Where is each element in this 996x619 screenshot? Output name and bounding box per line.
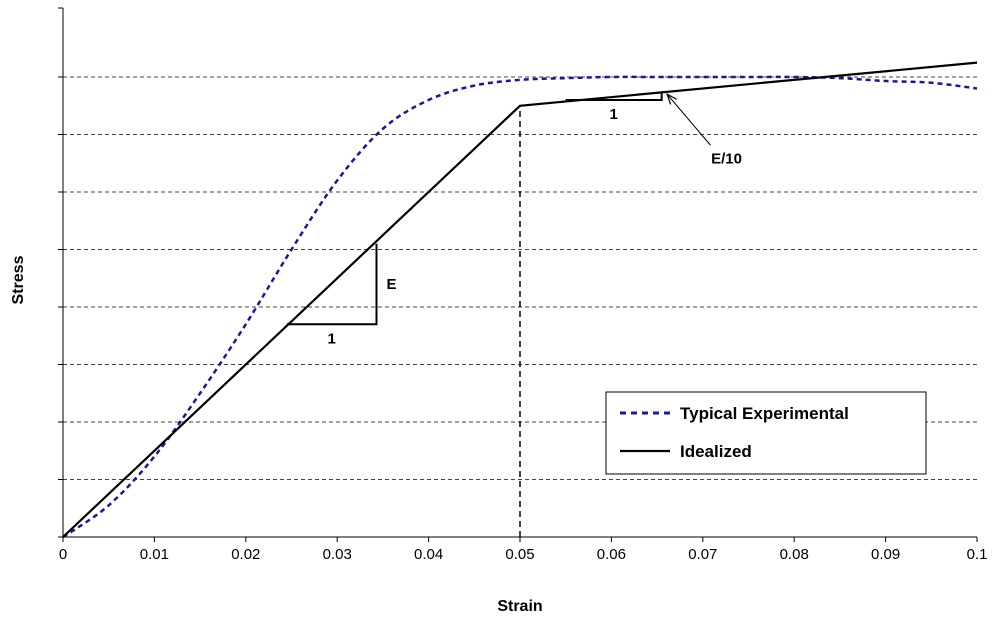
- annotation-label: E/10: [711, 150, 742, 167]
- x-ticks: 0 0.01 0.02 0.03 0.04 0.05 0.06 0.07 0.08 0.09 0.1: [59, 537, 988, 563]
- series: [62, 61, 978, 539]
- x-tick-label: 0.03: [323, 546, 352, 563]
- annotations: 1 E 1 E/10: [286, 91, 742, 347]
- legend-label-typical-experimental: Typical Experimental: [680, 404, 849, 423]
- x-tick-label: 0.01: [140, 546, 169, 563]
- x-tick-label: 0.07: [688, 546, 717, 563]
- x-tick-label: 0: [59, 546, 67, 563]
- legend: Typical Experimental Idealized: [605, 391, 927, 475]
- x-tick-label: 0.06: [597, 546, 626, 563]
- x-tick-label: 0.1: [967, 546, 988, 563]
- x-tick-label: 0.02: [231, 546, 260, 563]
- slope-triangle: [565, 91, 663, 101]
- x-tick-label: 0.09: [871, 546, 900, 563]
- slope-triangle: [286, 243, 378, 326]
- annotation-arrow-head: [666, 93, 677, 105]
- series-line-typical-experimental: [62, 75, 978, 539]
- x-tick-label: 0.04: [414, 546, 443, 563]
- slope-run-label: 1: [328, 330, 336, 347]
- y-axis-title: Stress: [10, 255, 27, 304]
- slope-rise-label: E: [387, 276, 397, 293]
- series-line-idealized: [62, 61, 978, 538]
- x-tick-label: 0.08: [780, 546, 809, 563]
- x-axis-title: Strain: [497, 598, 542, 615]
- slope-run-label: 1: [610, 106, 618, 123]
- legend-label-idealized: Idealized: [680, 442, 752, 461]
- annotation-arrow-line: [666, 93, 711, 146]
- y-ticks: [58, 7, 63, 538]
- legend-box: [605, 391, 927, 475]
- x-tick-label: 0.05: [505, 546, 534, 563]
